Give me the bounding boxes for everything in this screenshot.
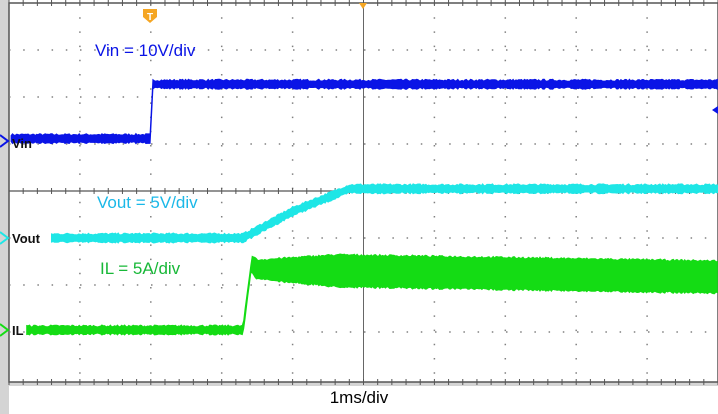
traces [10,78,718,336]
trigger-marker[interactable]: T [143,9,157,23]
il-ground-marker-icon [0,323,10,337]
vin-trace [10,78,718,145]
vin-ground-marker-icon [0,134,10,148]
left-bezel [0,0,9,414]
vout-scale-label: Vout = 5V/div [97,193,198,212]
vin-channel-label: Vin [12,136,32,151]
horizontal-position-marker-icon[interactable] [359,3,367,9]
il-channel-label: IL [12,323,24,338]
vout-ground-marker-icon [0,231,10,245]
vin-trigger-level-arrow-icon[interactable] [712,106,718,114]
il-trace [26,253,718,336]
trigger-marker-icon [143,9,157,23]
vin-scale-label: Vin = 10V/div [95,41,196,60]
timebase-label: 1ms/div [329,388,389,407]
trigger-marker-text: T [147,12,153,23]
channel-markers [0,134,10,337]
il-scale-label: IL = 5A/div [100,259,181,278]
vout-channel-label: Vout [12,231,41,246]
vout-trace [51,183,718,244]
